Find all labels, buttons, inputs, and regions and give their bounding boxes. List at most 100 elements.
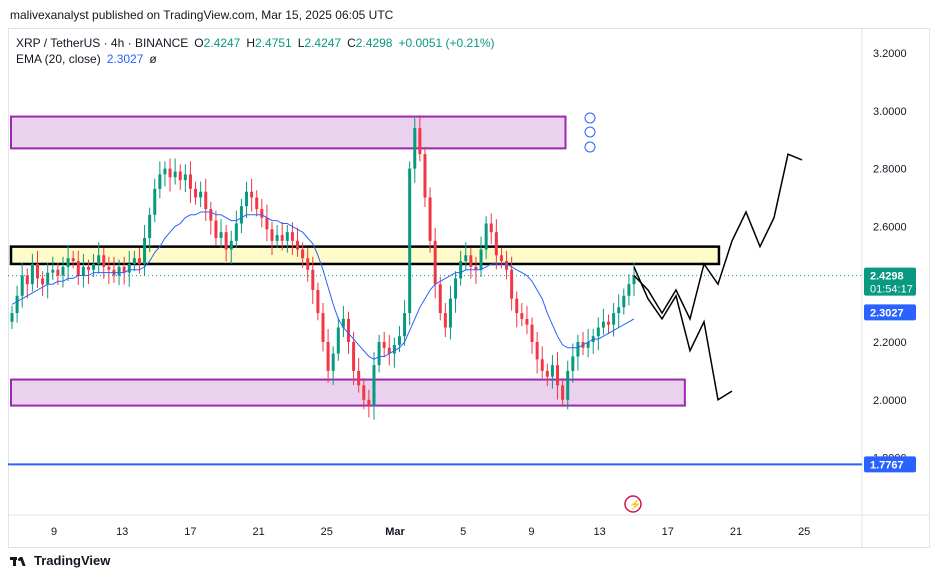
candle-body	[525, 318, 529, 325]
candle-body	[586, 342, 590, 348]
candle-body	[285, 232, 289, 241]
candle-body	[321, 313, 325, 342]
candle-body	[617, 307, 621, 314]
projection-path-up	[633, 153, 803, 322]
candle-body	[336, 327, 340, 354]
candle-body	[92, 263, 96, 270]
x-tick-label: 21	[730, 526, 742, 538]
candle-body	[61, 266, 65, 276]
candle-body	[382, 342, 386, 348]
candle-body	[596, 327, 600, 337]
candle-body	[311, 269, 315, 290]
x-tick-label: 17	[184, 526, 196, 538]
candle-body	[301, 249, 305, 259]
candle-body	[566, 370, 570, 400]
candle-body	[459, 261, 463, 279]
y-tick-label: 2.8000	[873, 164, 907, 176]
candle-body	[204, 191, 208, 210]
candle-body	[270, 229, 274, 241]
candle-body	[556, 365, 560, 386]
ema-extra: ø	[149, 52, 157, 66]
candle-body	[214, 220, 218, 238]
candle-body	[178, 171, 182, 181]
candle-body	[102, 255, 106, 267]
candle-body	[413, 128, 417, 169]
price-label-countdown: 01:54:17	[870, 284, 913, 296]
x-tick-label: 9	[528, 526, 534, 538]
candle-body	[10, 313, 14, 322]
candle-body	[632, 275, 636, 285]
candle-body	[469, 255, 473, 267]
y-tick-label: 2.0000	[873, 395, 907, 407]
candle-body	[173, 171, 177, 178]
candle-body	[188, 174, 192, 189]
candle-body	[224, 232, 228, 250]
y-tick-label: 2.2000	[873, 337, 907, 349]
candle-body	[81, 266, 85, 276]
candle-body	[15, 295, 19, 314]
candle-body	[326, 342, 330, 371]
close-label: C	[347, 36, 356, 50]
zone-upper-supply-zone	[10, 115, 567, 150]
candle-body	[362, 385, 366, 400]
candle-body	[153, 188, 157, 215]
candle-body	[612, 313, 616, 325]
candle-body	[448, 298, 452, 328]
candle-body	[56, 269, 60, 276]
candle-body	[392, 344, 396, 354]
candle-body	[122, 266, 126, 273]
ema-line	[11, 211, 635, 360]
candle-body	[403, 313, 407, 337]
candle-body	[607, 321, 611, 325]
candle-body	[601, 321, 605, 328]
candle-body	[76, 261, 80, 276]
candle-body	[296, 240, 300, 250]
price-label-value: 1.7767	[870, 459, 904, 471]
symbol-label[interactable]: XRP / TetherUS · 4h · BINANCE	[16, 36, 189, 50]
drawing-handle-icon	[584, 126, 596, 138]
candle-body	[306, 258, 310, 270]
publish-info: malivexanalyst published on TradingView.…	[10, 8, 394, 22]
candle-body	[627, 284, 631, 296]
change-value: +0.0051 (+0.21%)	[398, 36, 495, 50]
y-tick-label: 3.2000	[873, 48, 907, 60]
candle-body	[341, 318, 345, 328]
x-tick-label: 5	[460, 526, 466, 538]
drawing-handle-icon	[584, 141, 596, 153]
candle-body	[148, 214, 152, 238]
low-value: 2.4247	[304, 36, 342, 50]
candle-body	[66, 258, 70, 267]
candle-body	[127, 263, 131, 273]
x-tick-label: 25	[798, 526, 810, 538]
high-value: 2.4751	[255, 36, 292, 50]
candle-body	[275, 235, 279, 241]
lightning-icon: ⚡	[629, 498, 641, 511]
candle-body	[158, 174, 162, 189]
candle-body	[30, 263, 34, 285]
chart-frame	[8, 28, 930, 548]
low-label: L	[297, 36, 305, 50]
candle-body	[418, 128, 422, 155]
candle-body	[510, 269, 514, 299]
candle-body	[520, 313, 524, 319]
candle-body	[143, 237, 147, 264]
candle-body	[97, 255, 101, 264]
candle-body	[280, 235, 284, 241]
footer-brand[interactable]: TradingView	[10, 553, 110, 568]
candle-body	[454, 278, 458, 299]
candle-body	[377, 342, 381, 366]
open-label: O	[194, 36, 204, 50]
candle-body	[372, 365, 376, 406]
candle-body	[540, 359, 544, 371]
candle-body	[260, 209, 264, 218]
candle-body	[168, 168, 172, 178]
candle-body	[137, 258, 141, 264]
price-label-box	[864, 304, 916, 321]
ema-row: EMA (20, close) 2.3027 ø	[16, 51, 495, 67]
price-label-box	[864, 267, 916, 296]
candle-body	[229, 240, 233, 250]
candle-body	[499, 255, 503, 262]
footer-brand-label: TradingView	[34, 553, 111, 568]
ema-label[interactable]: EMA (20, close)	[16, 52, 101, 66]
